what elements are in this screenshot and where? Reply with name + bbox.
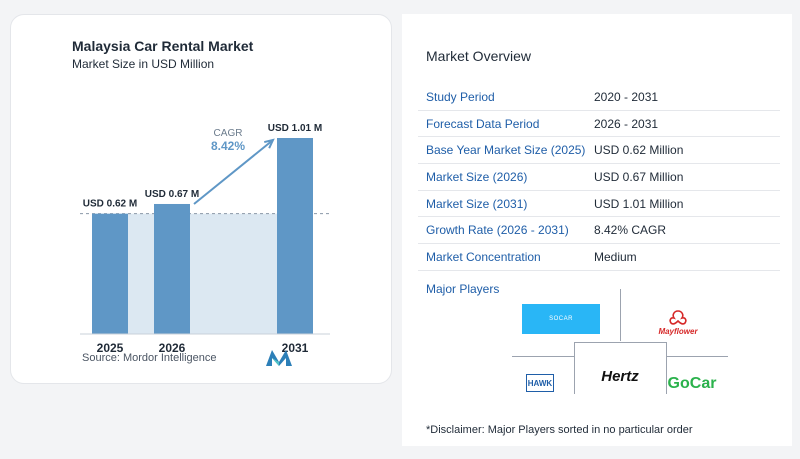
overview-row-label: Study Period	[426, 90, 495, 104]
overview-row-value: Medium	[594, 250, 637, 265]
overview-row: Forecast Data Period 2026 - 2031	[418, 111, 780, 138]
socar-logo: SOCAR	[522, 304, 600, 334]
growth-shade-area	[190, 213, 277, 334]
grid-divider	[666, 356, 728, 357]
x-tick-2031: 2031	[282, 341, 309, 355]
grid-divider	[512, 356, 574, 357]
overview-row: Study Period 2020 - 2031	[418, 84, 780, 111]
cagr-arrow-head	[264, 138, 275, 149]
x-tick-2025: 2025	[97, 341, 124, 355]
market-overview-panel: Market Overview Study Period 2020 - 2031 F…	[402, 14, 792, 446]
overview-row: Market Concentration Medium	[418, 244, 780, 271]
major-players-title: Major Players	[426, 282, 500, 296]
overview-row-value: 8.42% CAGR	[594, 223, 667, 238]
overview-table: Study Period 2020 - 2031 Forecast Data Per…	[418, 84, 780, 271]
cagr-label: CAGR	[214, 128, 243, 139]
overview-row-label: Base Year Market Size (2025)	[426, 143, 586, 158]
gocar-logo: GoCar	[667, 375, 717, 392]
overview-row: Base Year Market Size (2025) USD 0.62 Mil…	[418, 137, 780, 165]
overview-row-label: Growth Rate (2026 - 2031)	[426, 223, 569, 238]
grid-divider	[666, 342, 667, 394]
overview-row-label: Market Concentration	[426, 250, 541, 265]
grid-divider	[574, 342, 575, 394]
bar-2025	[92, 213, 128, 334]
cagr-arrow-line	[193, 139, 274, 205]
disclaimer: *Disclaimer: Major Players sorted in no …	[426, 424, 693, 436]
source-note: Source: Mordor Intelligence	[82, 352, 217, 364]
overview-row: Market Size (2031) USD 1.01 Million	[418, 191, 780, 218]
data-label-2025: USD 0.62 M	[83, 199, 137, 210]
overview-title: Market Overview	[426, 48, 532, 64]
data-label-2026: USD 0.67 M	[145, 189, 199, 200]
overview-row-value: USD 0.67 Million	[594, 170, 684, 185]
mayflower-flower-icon	[669, 309, 687, 325]
hawk-logo: HAWK	[526, 374, 554, 392]
overview-row-label: Forecast Data Period	[426, 116, 540, 131]
grid-divider	[620, 289, 621, 341]
overview-row: Market Size (2026) USD 0.67 Million	[418, 164, 780, 191]
overview-row-value: USD 0.62 Million	[594, 143, 684, 158]
data-label-2031: USD 1.01 M	[268, 123, 322, 134]
chart-title: Malaysia Car Rental Market	[72, 38, 254, 54]
bar-2026	[154, 203, 190, 334]
overview-row: Growth Rate (2026 - 2031) 8.42% CAGR	[418, 217, 780, 245]
mordor-logo-icon	[266, 350, 292, 366]
cagr-value: 8.42%	[211, 139, 245, 153]
overview-row-label: Market Size (2031)	[426, 196, 528, 211]
mayflower-logo: Mayflower	[648, 304, 708, 340]
overview-row-value: 2026 - 2031	[594, 116, 659, 131]
overview-row-label: Market Size (2026)	[426, 170, 528, 185]
overview-row-value: USD 1.01 Million	[594, 196, 684, 211]
hertz-logo: Hertz	[601, 367, 639, 385]
chart-subtitle: Market Size in USD Million	[72, 57, 215, 71]
overview-row-value: 2020 - 2031	[594, 90, 659, 104]
bar-chart: USD 0.62 M 2025 USD 0.67 M 2026 USD 1.01 M 20…	[80, 123, 330, 355]
bar-2031	[277, 138, 313, 334]
grid-divider	[574, 342, 666, 343]
growth-shade-area	[128, 213, 154, 334]
x-tick-2026: 2026	[159, 341, 186, 355]
